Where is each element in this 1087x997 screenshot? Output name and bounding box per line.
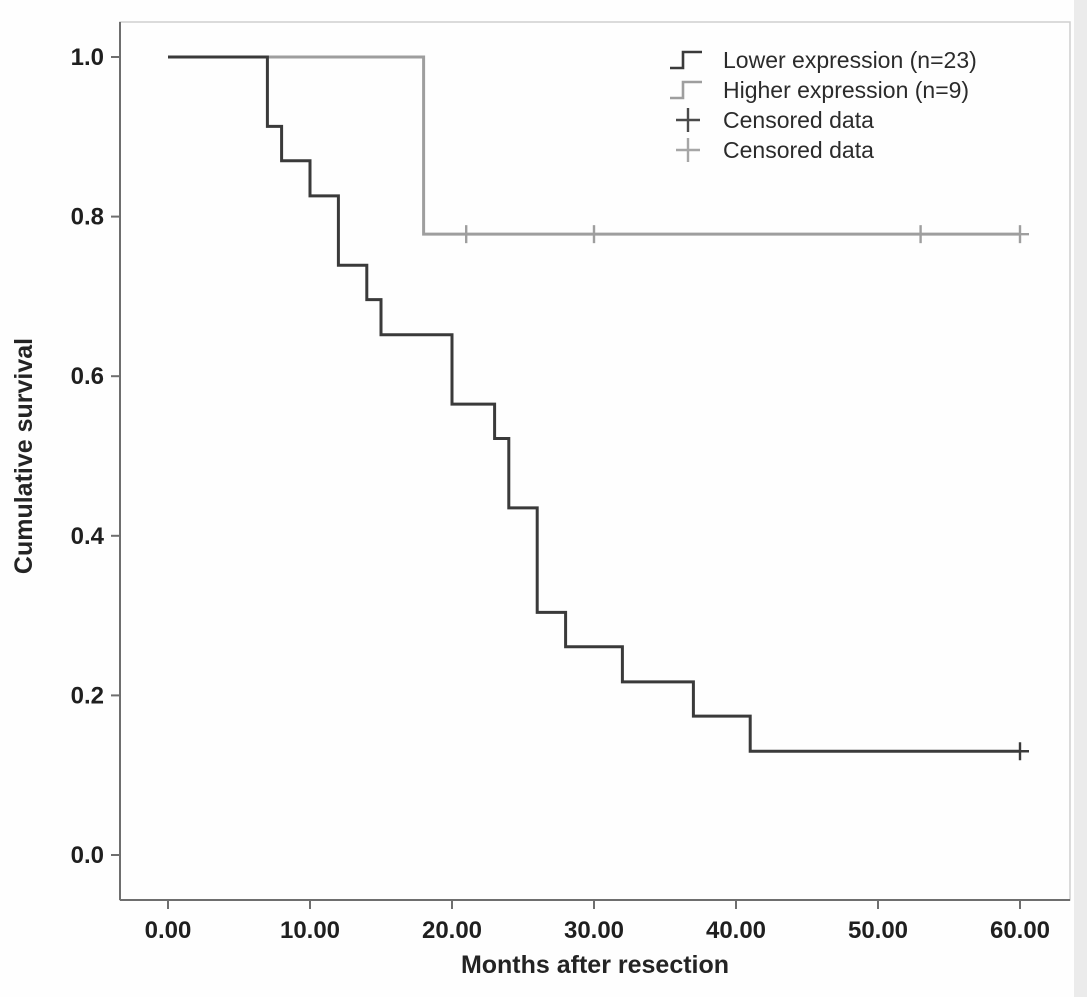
x-tick-label: 50.00 xyxy=(848,917,908,944)
legend-step-symbol xyxy=(670,50,702,70)
y-tick-label: 0.0 xyxy=(71,842,104,869)
legend-item: Censored data xyxy=(676,137,874,163)
x-tick-label: 10.00 xyxy=(280,917,340,944)
x-tick-label: 0.00 xyxy=(145,917,192,944)
censored-marker-higher xyxy=(1011,225,1029,244)
y-tick-label: 0.2 xyxy=(71,682,104,709)
legend-plus-symbol xyxy=(676,138,700,162)
survival-step-line-higher xyxy=(168,55,1020,236)
legend-item-label: Censored data xyxy=(723,107,874,133)
x-tick-label: 30.00 xyxy=(564,917,624,944)
plot-frame xyxy=(119,21,1071,901)
legend-item-label: Higher expression (n=9) xyxy=(723,77,969,103)
legend-item-label: Lower expression (n=23) xyxy=(723,47,977,73)
survival-curve-higher xyxy=(168,55,1029,244)
y-axis-title: Cumulative survival xyxy=(10,338,38,574)
legend-plus-symbol xyxy=(676,108,700,132)
survival-curve-lower xyxy=(168,55,1029,761)
legend-item-label: Censored data xyxy=(723,137,874,163)
right-edge-band xyxy=(1074,0,1087,997)
axes: 0.0 0.2 0.4 0.6 0.8 1.0 0.00 10.00 20.00 30.00 40.… xyxy=(71,22,1070,944)
x-tick-label: 40.00 xyxy=(706,917,766,944)
x-tick-label: 20.00 xyxy=(422,917,482,944)
y-tick-label: 1.0 xyxy=(71,44,104,71)
legend: Lower expression (n=23) Higher expression… xyxy=(670,47,977,163)
censored-marker-higher xyxy=(585,225,603,244)
x-tick-label: 60.00 xyxy=(990,917,1050,944)
legend-step-symbol xyxy=(670,80,702,100)
x-axis-title: Months after resection xyxy=(461,951,729,979)
y-tick-label: 0.4 xyxy=(71,523,105,550)
legend-item: Lower expression (n=23) xyxy=(670,47,977,73)
y-tick-label: 0.6 xyxy=(71,363,104,390)
censored-marker-higher xyxy=(457,225,476,244)
survival-step-line-lower xyxy=(168,55,1020,753)
y-tick-label: 0.8 xyxy=(71,204,104,231)
censored-marker-higher xyxy=(911,225,930,244)
legend-item: Censored data xyxy=(676,107,874,133)
legend-item: Higher expression (n=9) xyxy=(670,77,969,103)
censored-marker-lower xyxy=(1011,742,1029,761)
